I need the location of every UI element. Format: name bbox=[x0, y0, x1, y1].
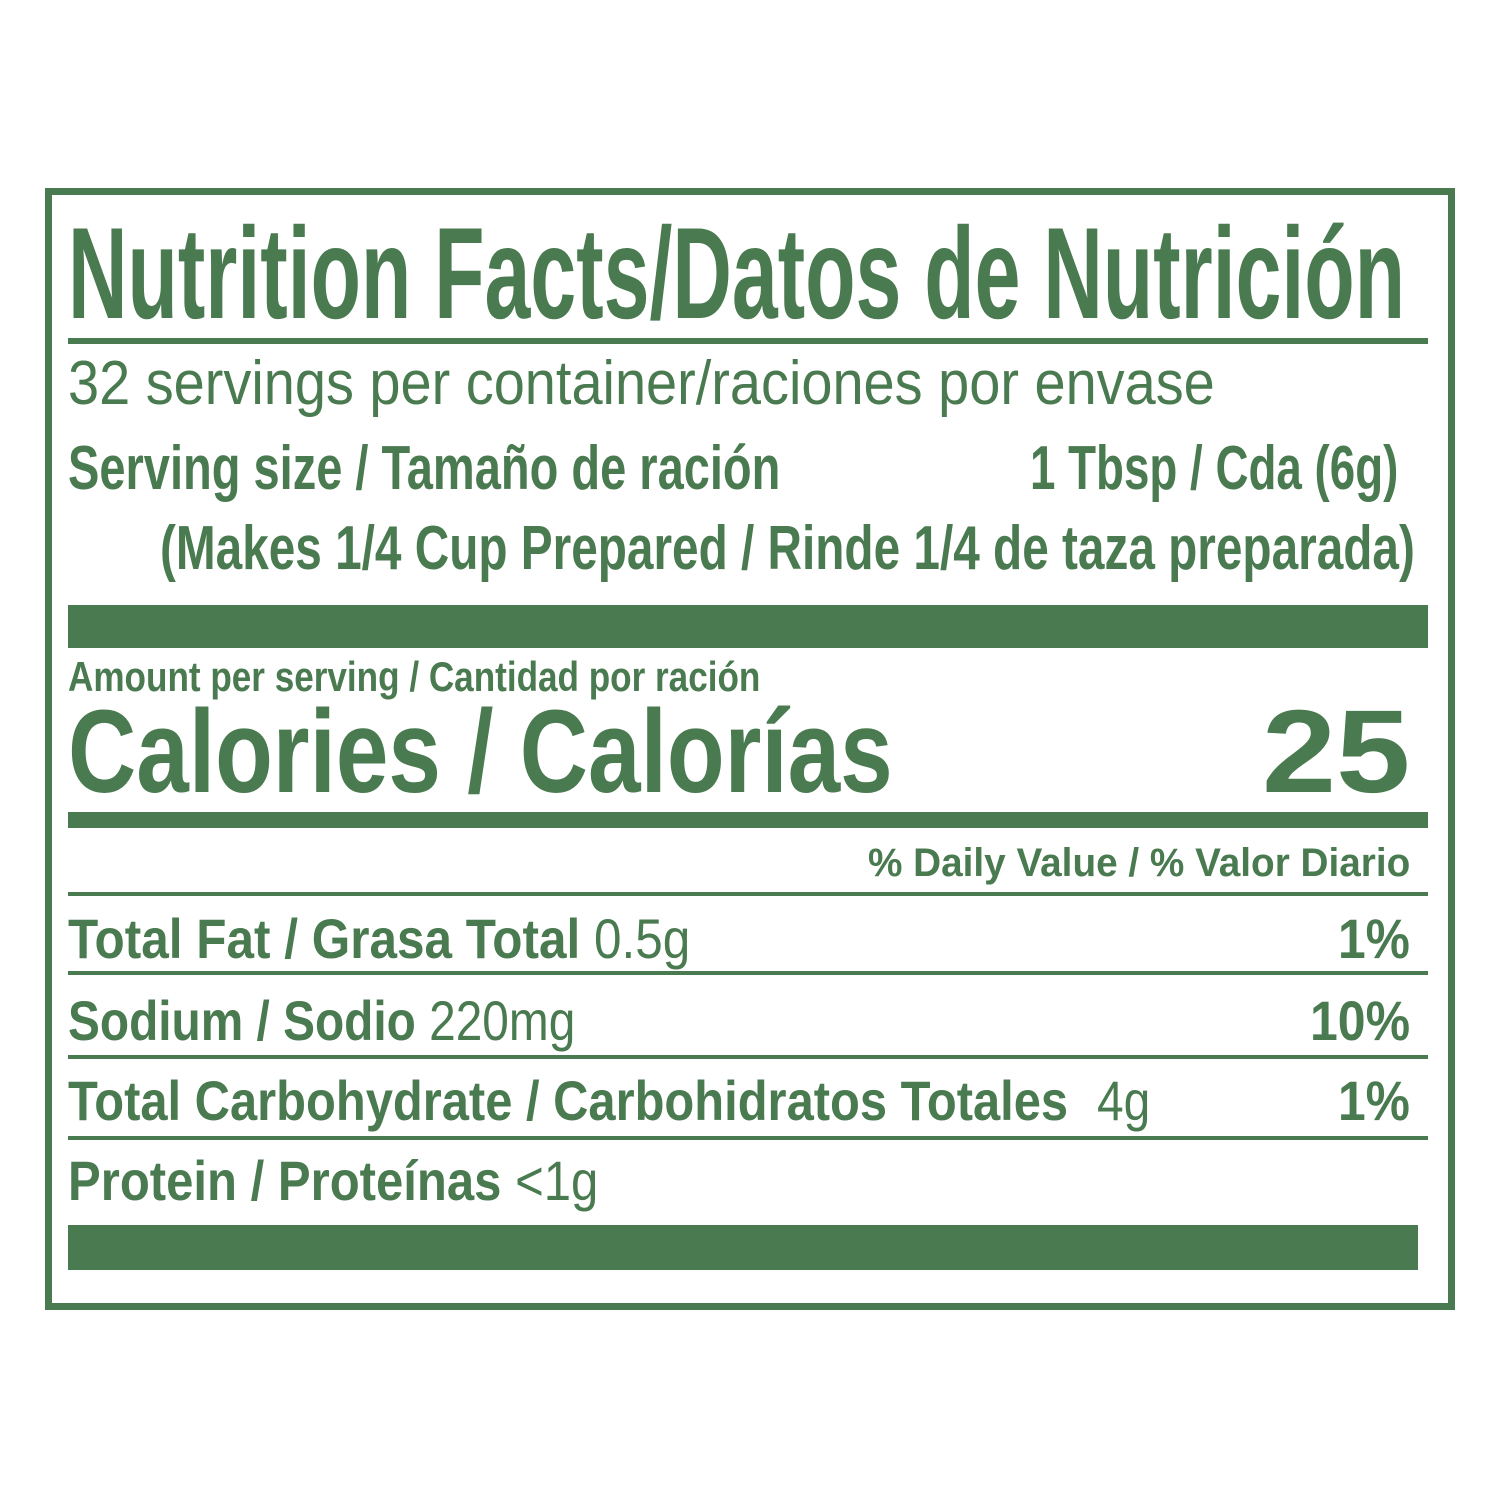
nutrition-label-border bbox=[45, 188, 1455, 1310]
nutrient-row-protein: Protein / Proteínas <1g bbox=[68, 1153, 598, 1209]
calories-rule bbox=[68, 812, 1428, 828]
nutrient-amount: <1g bbox=[515, 1149, 599, 1212]
thick-bar-top bbox=[68, 605, 1428, 648]
divider bbox=[68, 1136, 1428, 1140]
nutrient-amount: 220mg bbox=[429, 989, 576, 1052]
nutrient-label: Total Fat / Grasa Total bbox=[68, 907, 581, 970]
daily-value-header: % Daily Value / % Valor Diario bbox=[868, 841, 1411, 885]
label-title: Nutrition Facts/Datos de Nutrición bbox=[68, 200, 1406, 346]
divider bbox=[68, 892, 1428, 896]
calories-value: 25 bbox=[1262, 686, 1411, 818]
nutrient-row-total-fat: Total Fat / Grasa Total 0.5g bbox=[68, 911, 690, 967]
amount-per-serving: Amount per serving / Cantidad por ración bbox=[68, 653, 761, 700]
title-rule bbox=[68, 338, 1428, 344]
nutrient-dv: 1% bbox=[1338, 1069, 1410, 1132]
nutrient-amount: 0.5g bbox=[594, 907, 691, 970]
calories-label: Calories / Calorías bbox=[68, 686, 893, 818]
serving-size-label: Serving size / Tamaño de ración bbox=[68, 434, 781, 503]
nutrient-label: Total Carbohydrate / Carbohidratos Total… bbox=[68, 1069, 1069, 1132]
nutrient-label: Sodium / Sodio bbox=[68, 989, 416, 1052]
nutrient-amount: 4g bbox=[1097, 1069, 1151, 1132]
nutrient-label: Protein / Proteínas bbox=[68, 1149, 502, 1212]
makes-note: (Makes 1/4 Cup Prepared / Rinde 1/4 de t… bbox=[160, 514, 1415, 583]
servings-per-container: 32 servings per container/raciones por e… bbox=[68, 349, 1215, 418]
nutrient-dv: 10% bbox=[1310, 989, 1411, 1052]
nutrient-row-sodium: Sodium / Sodio 220mg bbox=[68, 993, 575, 1049]
nutrient-dv: 1% bbox=[1338, 907, 1410, 970]
serving-size-value: 1 Tbsp / Cda (6g) bbox=[1030, 434, 1399, 503]
thick-bar-bottom bbox=[68, 1225, 1418, 1270]
divider bbox=[68, 1055, 1428, 1059]
divider bbox=[68, 971, 1428, 975]
